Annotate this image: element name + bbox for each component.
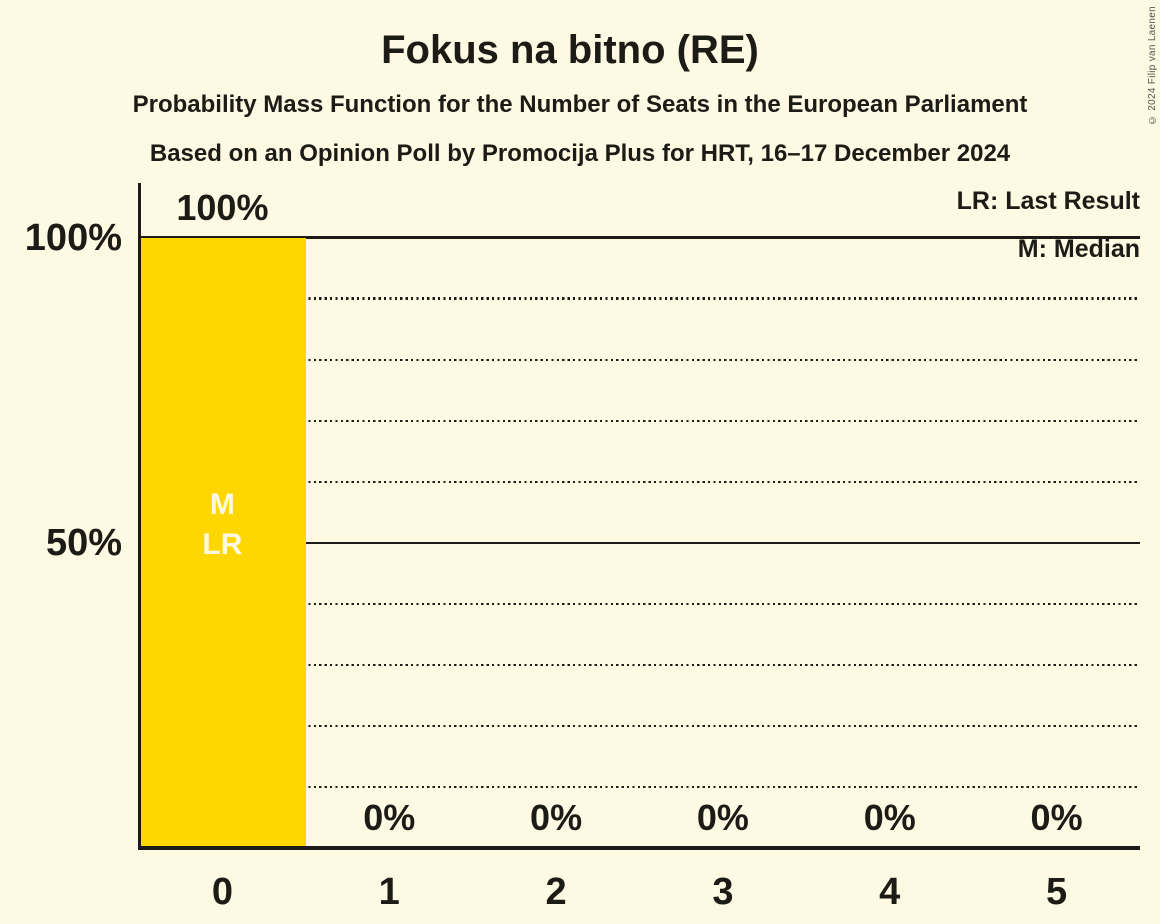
bar-seat-0 [140,237,306,848]
x-tick-4: 4 [879,871,901,913]
gridline-dotted-80pct [141,358,1140,361]
gridline-dotted-70pct [141,419,1140,422]
chart-subtitle: Probability Mass Function for the Number… [132,91,1028,118]
y-tick-100pct: 100% [24,216,122,259]
value-label-seat-2: 0% [530,797,583,838]
x-tick-2: 2 [545,871,567,913]
gridline-dotted-30pct [141,663,1140,666]
y-tick-50pct: 50% [45,521,122,564]
legend-median: M: Median [1017,235,1140,263]
value-label-seat-0: 100% [176,186,269,228]
gridline-solid-100pct [141,236,1140,239]
value-label-seat-4: 0% [863,797,916,838]
gridline-dotted-20pct [141,724,1140,727]
gridline-solid-50pct [141,541,1140,544]
x-tick-5: 5 [1046,871,1068,913]
gridline-dotted-40pct [141,602,1140,605]
value-label-seat-1: 0% [363,797,416,838]
chart-source-line: Based on an Opinion Poll by Promocija Pl… [149,140,1011,167]
bar-annotation-median-lastresult: M LR [202,487,243,561]
legend-last-result: LR: Last Result [956,187,1140,215]
chart-title: Fokus na bitno (RE) [381,28,759,72]
gridline-dotted-60pct [141,480,1140,483]
gridline-dotted-90pct [141,297,1140,300]
y-axis-line [137,183,141,850]
value-label-seat-5: 0% [1030,797,1083,838]
x-tick-0: 0 [211,871,233,913]
x-axis-line [137,846,1140,850]
gridline-dotted-10pct [141,785,1140,789]
x-tick-1: 1 [378,871,400,913]
value-label-seat-3: 0% [696,797,749,838]
x-tick-3: 3 [712,871,734,913]
